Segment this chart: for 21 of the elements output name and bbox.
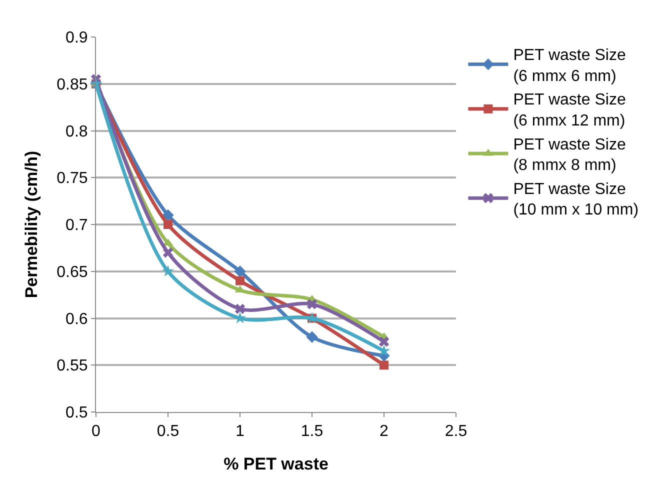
y-tick-label: 0.7 — [66, 217, 88, 234]
legend-label: PET waste Size (8 mmx 8 mm) — [513, 136, 626, 174]
y-tick-label: 0.6 — [66, 310, 88, 328]
x-tick-label: 1 — [236, 423, 245, 440]
y-tick-label: 0.8 — [66, 123, 88, 140]
x-tick-label: 2 — [380, 423, 389, 440]
y-tick-label: 0.75 — [56, 170, 88, 188]
x-tick-label: 0.5 — [156, 423, 180, 440]
y-tick-label: 0.5 — [66, 404, 88, 422]
legend-label: PET waste Size (6 mmx 12 mm) — [513, 92, 626, 130]
legend-label: PET waste Size (6 mmx 6 mm) — [513, 47, 626, 85]
legend-label: PET waste Size (10 mm x 10 mm) — [513, 180, 639, 219]
x-tick-label: 2.5 — [444, 423, 468, 440]
x-tick-label: 1.5 — [300, 423, 324, 440]
y-tick-label: 0.65 — [56, 264, 88, 281]
x-tick-label: 0 — [92, 423, 101, 440]
y-tick-label: 0.9 — [66, 30, 88, 47]
y-axis-title: Permebility (cm/h) — [22, 150, 42, 298]
y-tick-label: 0.55 — [56, 358, 88, 375]
x-axis-title: % PET waste — [224, 454, 328, 474]
y-tick-label: 0.85 — [56, 76, 88, 94]
